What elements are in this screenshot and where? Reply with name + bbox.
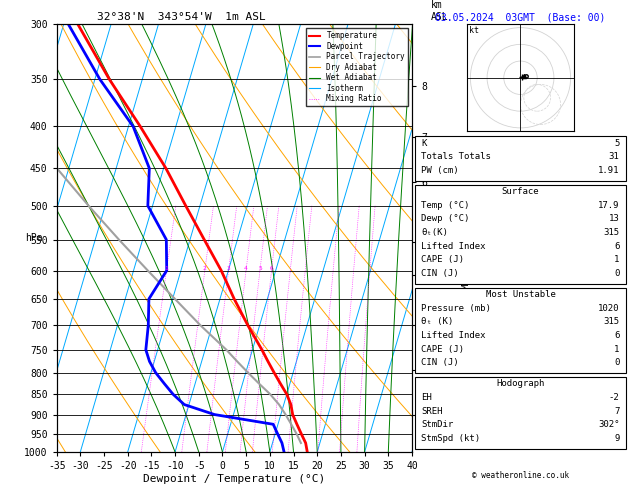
Text: Hodograph: Hodograph bbox=[496, 379, 545, 388]
Text: Dewp (°C): Dewp (°C) bbox=[421, 214, 470, 224]
Text: CIN (J): CIN (J) bbox=[421, 358, 459, 367]
Text: StmSpd (kt): StmSpd (kt) bbox=[421, 434, 481, 443]
Text: 9: 9 bbox=[614, 434, 620, 443]
Text: Most Unstable: Most Unstable bbox=[486, 290, 555, 299]
Text: 17.9: 17.9 bbox=[598, 201, 620, 210]
Text: StmDir: StmDir bbox=[421, 420, 454, 430]
Text: Pressure (mb): Pressure (mb) bbox=[421, 304, 491, 313]
Text: 5: 5 bbox=[614, 139, 620, 148]
Text: Totals Totals: Totals Totals bbox=[421, 152, 491, 161]
Text: θₜ(K): θₜ(K) bbox=[421, 228, 448, 237]
X-axis label: Dewpoint / Temperature (°C): Dewpoint / Temperature (°C) bbox=[143, 474, 325, 484]
Text: 0: 0 bbox=[614, 269, 620, 278]
Text: PW (cm): PW (cm) bbox=[421, 166, 459, 175]
Text: 2: 2 bbox=[203, 265, 207, 271]
Text: 32°38'N  343°54'W  1m ASL: 32°38'N 343°54'W 1m ASL bbox=[97, 12, 265, 22]
Text: Surface: Surface bbox=[502, 187, 539, 196]
Text: EH: EH bbox=[421, 393, 432, 402]
Text: K: K bbox=[421, 139, 427, 148]
Text: 3: 3 bbox=[226, 265, 230, 271]
Y-axis label: Mixing Ratio (g/kg): Mixing Ratio (g/kg) bbox=[462, 187, 470, 289]
Text: 1: 1 bbox=[614, 255, 620, 264]
Text: 31: 31 bbox=[609, 152, 620, 161]
Text: 1: 1 bbox=[165, 265, 169, 271]
Text: 7: 7 bbox=[614, 407, 620, 416]
Text: LCL: LCL bbox=[415, 432, 430, 441]
Text: Lifted Index: Lifted Index bbox=[421, 242, 486, 251]
Text: CIN (J): CIN (J) bbox=[421, 269, 459, 278]
Text: 03.05.2024  03GMT  (Base: 00): 03.05.2024 03GMT (Base: 00) bbox=[435, 12, 606, 22]
Text: CAPE (J): CAPE (J) bbox=[421, 345, 464, 354]
Text: 6: 6 bbox=[270, 265, 274, 271]
Text: Temp (°C): Temp (°C) bbox=[421, 201, 470, 210]
Text: CAPE (J): CAPE (J) bbox=[421, 255, 464, 264]
Text: 0: 0 bbox=[614, 358, 620, 367]
Text: Lifted Index: Lifted Index bbox=[421, 331, 486, 340]
Text: © weatheronline.co.uk: © weatheronline.co.uk bbox=[472, 471, 569, 480]
Text: 1020: 1020 bbox=[598, 304, 620, 313]
Text: 6: 6 bbox=[614, 242, 620, 251]
Text: 6: 6 bbox=[614, 331, 620, 340]
Legend: Temperature, Dewpoint, Parcel Trajectory, Dry Adiabat, Wet Adiabat, Isotherm, Mi: Temperature, Dewpoint, Parcel Trajectory… bbox=[306, 28, 408, 106]
Text: 315: 315 bbox=[603, 317, 620, 327]
Text: 1.91: 1.91 bbox=[598, 166, 620, 175]
Text: 1: 1 bbox=[614, 345, 620, 354]
Text: 315: 315 bbox=[603, 228, 620, 237]
Text: 302°: 302° bbox=[598, 420, 620, 430]
Text: hPa: hPa bbox=[25, 233, 42, 243]
Text: km
ASL: km ASL bbox=[431, 0, 448, 22]
Text: θₜ (K): θₜ (K) bbox=[421, 317, 454, 327]
Text: SREH: SREH bbox=[421, 407, 443, 416]
Text: -2: -2 bbox=[609, 393, 620, 402]
Text: 13: 13 bbox=[609, 214, 620, 224]
Text: 4: 4 bbox=[244, 265, 248, 271]
Text: 5: 5 bbox=[258, 265, 262, 271]
Text: kt: kt bbox=[469, 26, 479, 35]
